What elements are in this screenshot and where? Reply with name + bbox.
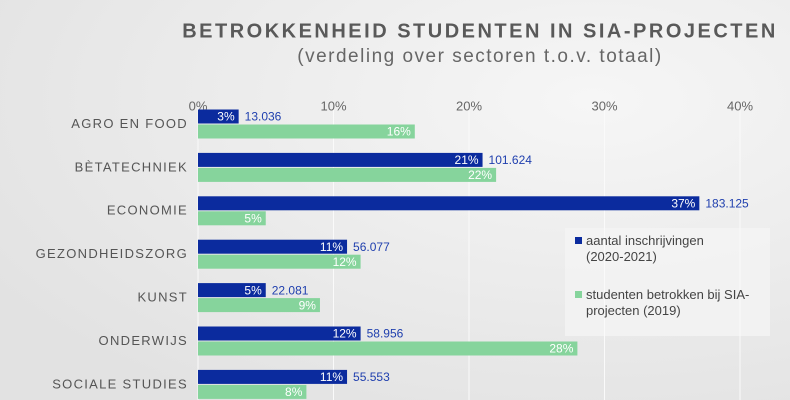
bar xyxy=(198,254,361,269)
count-label: 55.553 xyxy=(353,370,390,384)
value-label: 37% xyxy=(671,196,695,210)
y-tick-label: BÈTATECHNIEK xyxy=(75,159,188,174)
chart-title: BETROKKENHEID STUDENTEN IN SIA-PROJECTEN xyxy=(182,20,778,42)
y-tick-label: AGRO EN FOOD xyxy=(71,116,188,131)
value-label: 16% xyxy=(387,125,411,139)
value-label: 12% xyxy=(333,327,357,341)
count-label: 58.956 xyxy=(367,327,404,341)
count-label: 56.077 xyxy=(353,240,390,254)
bar xyxy=(198,124,415,139)
value-label: 3% xyxy=(217,110,235,124)
bar xyxy=(198,211,266,226)
legend-label: aantal inschrijvingen (2020-2021) xyxy=(586,233,704,264)
legend-swatch xyxy=(575,291,582,298)
bar xyxy=(198,341,578,356)
y-tick-label: ECONOMIE xyxy=(107,203,188,218)
legend-entry: studenten betrokken bij SIA-projecten (2… xyxy=(586,287,750,318)
x-tick-label: 40% xyxy=(727,98,753,113)
bar xyxy=(198,167,497,182)
x-tick-label: 20% xyxy=(456,98,482,113)
bar xyxy=(198,196,700,211)
value-label: 11% xyxy=(320,370,343,384)
bar xyxy=(198,283,266,298)
x-tick-label: 10% xyxy=(320,98,346,113)
bar xyxy=(198,298,320,313)
bar xyxy=(198,326,361,341)
count-label: 101.624 xyxy=(489,153,533,167)
count-label: 183.125 xyxy=(705,196,749,210)
value-label: 12% xyxy=(333,255,357,269)
bar xyxy=(198,109,239,124)
legend-swatch xyxy=(575,237,582,244)
bar xyxy=(198,239,348,254)
value-label: 11% xyxy=(320,240,343,254)
bar xyxy=(198,152,483,167)
legend-entry: aantal inschrijvingen (2020-2021) xyxy=(586,233,704,264)
value-label: 22% xyxy=(468,168,492,182)
y-tick-label: SOCIALE STUDIES xyxy=(52,376,188,391)
value-label: 5% xyxy=(244,211,262,225)
bar xyxy=(198,369,348,384)
value-label: 28% xyxy=(549,342,573,356)
value-label: 8% xyxy=(285,385,303,399)
y-tick-label: ONDERWIJS xyxy=(99,333,188,348)
value-label: 9% xyxy=(299,298,317,312)
value-label: 21% xyxy=(455,153,479,167)
legend-box xyxy=(565,228,770,336)
bar xyxy=(198,384,307,399)
count-label: 13.036 xyxy=(245,110,282,124)
legend-label: studenten betrokken bij SIA-projecten (2… xyxy=(586,287,750,318)
y-tick-label: GEZONDHEIDSZORG xyxy=(36,246,188,261)
y-tick-label: KUNST xyxy=(137,290,188,305)
chart-subtitle: (verdeling over sectoren t.o.v. totaal) xyxy=(297,46,662,67)
x-tick-label: 30% xyxy=(591,98,617,113)
count-label: 22.081 xyxy=(272,283,309,297)
value-label: 5% xyxy=(244,283,262,297)
